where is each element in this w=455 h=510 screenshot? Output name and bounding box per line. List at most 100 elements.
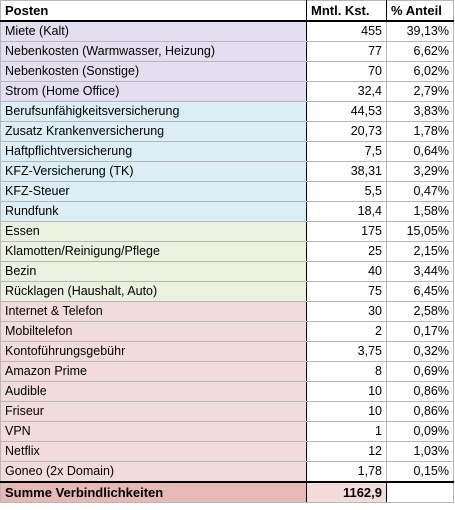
cell-posten[interactable]: Kontoführungsgebühr: [0, 341, 307, 362]
table-row: Friseur 10 0,86%: [0, 401, 454, 422]
cell-monthly-cost[interactable]: 32,4: [306, 81, 387, 102]
cell-monthly-cost[interactable]: 20,73: [306, 121, 387, 142]
cell-percent-share[interactable]: 0,86%: [386, 381, 454, 402]
table-row: Netflix 12 1,03%: [0, 441, 454, 462]
cell-posten[interactable]: Zusatz Krankenversicherung: [0, 121, 307, 142]
table-row: Strom (Home Office) 32,4 2,79%: [0, 81, 454, 102]
cell-monthly-cost[interactable]: 175: [306, 221, 387, 242]
cell-monthly-cost[interactable]: 40: [306, 261, 387, 282]
total-label[interactable]: Summe Verbindlichkeiten: [0, 481, 307, 503]
cell-posten[interactable]: Audible: [0, 381, 307, 402]
cell-posten[interactable]: Goneo (2x Domain): [0, 461, 307, 483]
cell-percent-share[interactable]: 0,32%: [386, 341, 454, 362]
cell-monthly-cost[interactable]: 25: [306, 241, 387, 262]
cell-posten[interactable]: Bezin: [0, 261, 307, 282]
cell-monthly-cost[interactable]: 1: [306, 421, 387, 442]
cell-posten[interactable]: Internet & Telefon: [0, 301, 307, 322]
table-row: KFZ-Versicherung (TK) 38,31 3,29%: [0, 161, 454, 182]
cell-percent-share[interactable]: 6,02%: [386, 61, 454, 82]
cell-monthly-cost[interactable]: 5,5: [306, 181, 387, 202]
table-row: Klamotten/Reinigung/Pflege 25 2,15%: [0, 241, 454, 262]
cell-monthly-cost[interactable]: 38,31: [306, 161, 387, 182]
cell-posten[interactable]: Strom (Home Office): [0, 81, 307, 102]
table-row: Goneo (2x Domain) 1,78 0,15%: [0, 461, 454, 483]
cell-monthly-cost[interactable]: 12: [306, 441, 387, 462]
cell-percent-share[interactable]: 0,64%: [386, 141, 454, 162]
cell-percent-share[interactable]: 2,15%: [386, 241, 454, 262]
cell-monthly-cost[interactable]: 77: [306, 41, 387, 62]
cell-monthly-cost[interactable]: 3,75: [306, 341, 387, 362]
cell-percent-share[interactable]: 1,78%: [386, 121, 454, 142]
cell-monthly-cost[interactable]: 7,5: [306, 141, 387, 162]
cell-percent-share[interactable]: 39,13%: [386, 20, 454, 42]
table-row: Rücklagen (Haushalt, Auto) 75 6,45%: [0, 281, 454, 302]
table-row: Bezin 40 3,44%: [0, 261, 454, 282]
cell-monthly-cost[interactable]: 18,4: [306, 201, 387, 222]
cell-percent-share[interactable]: 2,58%: [386, 301, 454, 322]
cell-percent-share[interactable]: 0,17%: [386, 321, 454, 342]
cell-posten[interactable]: Amazon Prime: [0, 361, 307, 382]
cell-percent-share[interactable]: 6,62%: [386, 41, 454, 62]
cell-posten[interactable]: KFZ-Versicherung (TK): [0, 161, 307, 182]
cell-percent-share[interactable]: 15,05%: [386, 221, 454, 242]
cell-monthly-cost[interactable]: 8: [306, 361, 387, 382]
cell-posten[interactable]: Klamotten/Reinigung/Pflege: [0, 241, 307, 262]
table-row: Miete (Kalt) 455 39,13%: [0, 20, 454, 42]
table-row: Nebenkosten (Sonstige) 70 6,02%: [0, 61, 454, 82]
cell-percent-share[interactable]: 1,58%: [386, 201, 454, 222]
cell-posten[interactable]: Friseur: [0, 401, 307, 422]
table-row: Mobiltelefon 2 0,17%: [0, 321, 454, 342]
cell-posten[interactable]: Miete (Kalt): [0, 20, 307, 42]
table-row: Amazon Prime 8 0,69%: [0, 361, 454, 382]
cell-percent-share[interactable]: 3,29%: [386, 161, 454, 182]
table-body: Miete (Kalt) 455 39,13% Nebenkosten (Warmwa…: [0, 20, 454, 483]
table-row: VPN 1 0,09%: [0, 421, 454, 442]
cell-posten[interactable]: Rücklagen (Haushalt, Auto): [0, 281, 307, 302]
cell-posten[interactable]: Nebenkosten (Warmwasser, Heizung): [0, 41, 307, 62]
cell-percent-share[interactable]: 6,45%: [386, 281, 454, 302]
table-row: Kontoführungsgebühr 3,75 0,32%: [0, 341, 454, 362]
cell-posten[interactable]: Berufsunfähigkeitsversicherung: [0, 101, 307, 122]
cell-monthly-cost[interactable]: 2: [306, 321, 387, 342]
cell-posten[interactable]: KFZ-Steuer: [0, 181, 307, 202]
table-row: Zusatz Krankenversicherung 20,73 1,78%: [0, 121, 454, 142]
cell-posten[interactable]: Netflix: [0, 441, 307, 462]
cell-percent-share[interactable]: 3,83%: [386, 101, 454, 122]
header-posten[interactable]: Posten: [0, 0, 307, 22]
header-percent-share[interactable]: % Anteil: [386, 0, 454, 22]
table-row: Rundfunk 18,4 1,58%: [0, 201, 454, 222]
table-row: Haftpflichtversicherung 7,5 0,64%: [0, 141, 454, 162]
cell-monthly-cost[interactable]: 44,53: [306, 101, 387, 122]
table-row: Berufsunfähigkeitsversicherung 44,53 3,83%: [0, 101, 454, 122]
total-percent[interactable]: [386, 481, 454, 503]
table-row: Audible 10 0,86%: [0, 381, 454, 402]
cell-posten[interactable]: Rundfunk: [0, 201, 307, 222]
header-row: Posten Mntl. Kst. % Anteil: [0, 0, 454, 22]
cell-monthly-cost[interactable]: 75: [306, 281, 387, 302]
cell-posten[interactable]: Essen: [0, 221, 307, 242]
cell-monthly-cost[interactable]: 10: [306, 381, 387, 402]
table-row: Essen 175 15,05%: [0, 221, 454, 242]
header-monthly-cost[interactable]: Mntl. Kst.: [306, 0, 387, 22]
cell-percent-share[interactable]: 0,09%: [386, 421, 454, 442]
total-value[interactable]: 1162,9: [306, 481, 387, 503]
cell-monthly-cost[interactable]: 10: [306, 401, 387, 422]
cell-monthly-cost[interactable]: 30: [306, 301, 387, 322]
cell-posten[interactable]: Haftpflichtversicherung: [0, 141, 307, 162]
table-row: KFZ-Steuer 5,5 0,47%: [0, 181, 454, 202]
table-row: Internet & Telefon 30 2,58%: [0, 301, 454, 322]
cell-percent-share[interactable]: 0,47%: [386, 181, 454, 202]
cell-percent-share[interactable]: 0,15%: [386, 461, 454, 483]
cell-percent-share[interactable]: 1,03%: [386, 441, 454, 462]
cell-posten[interactable]: Nebenkosten (Sonstige): [0, 61, 307, 82]
cell-percent-share[interactable]: 2,79%: [386, 81, 454, 102]
cell-monthly-cost[interactable]: 1,78: [306, 461, 387, 483]
cell-percent-share[interactable]: 0,86%: [386, 401, 454, 422]
cell-monthly-cost[interactable]: 455: [306, 20, 387, 42]
cell-percent-share[interactable]: 0,69%: [386, 361, 454, 382]
cell-percent-share[interactable]: 3,44%: [386, 261, 454, 282]
cell-posten[interactable]: Mobiltelefon: [0, 321, 307, 342]
cell-monthly-cost[interactable]: 70: [306, 61, 387, 82]
cell-posten[interactable]: VPN: [0, 421, 307, 442]
